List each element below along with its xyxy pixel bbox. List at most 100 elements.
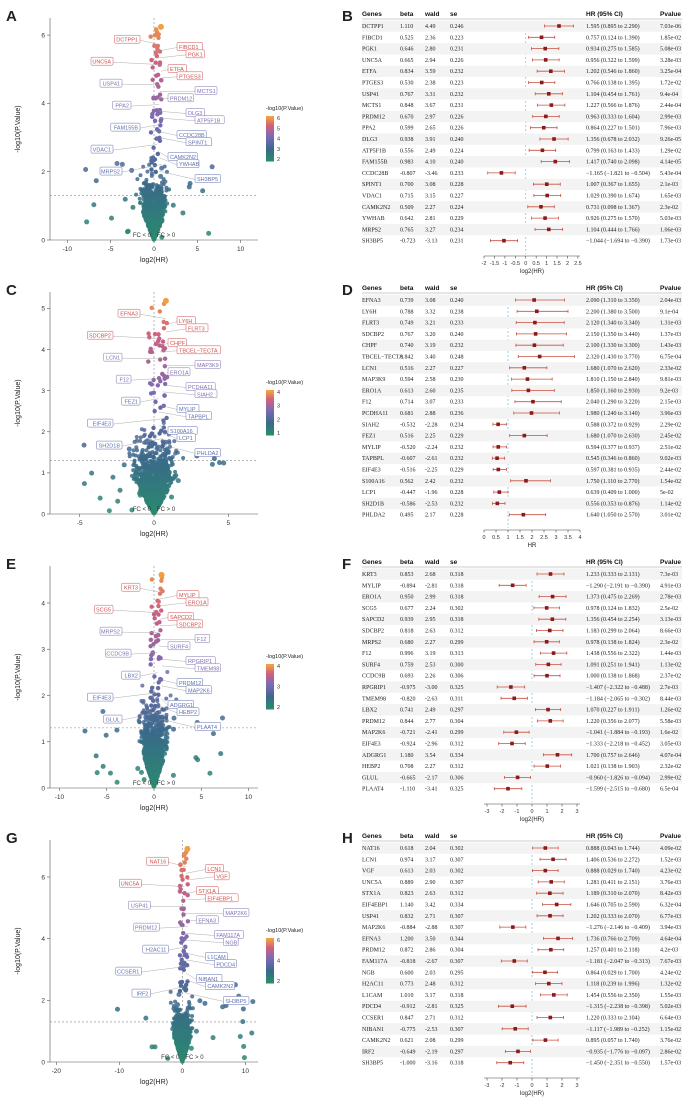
data-point	[147, 199, 152, 204]
data-point	[138, 200, 143, 205]
data-point	[150, 469, 155, 474]
significant-point	[158, 655, 163, 661]
x-tick-label: 0	[152, 794, 156, 801]
x-tick-label: -5	[108, 246, 114, 253]
data-point	[156, 221, 161, 226]
y-tick-label: 2	[41, 169, 45, 176]
gene-label: MAP2K6	[188, 688, 210, 694]
data-point	[160, 467, 165, 472]
x-tick-label: -10	[55, 794, 65, 801]
data-point	[138, 173, 143, 178]
x-tick-label: 0	[181, 1068, 185, 1075]
outlier-point	[206, 230, 212, 236]
label-connector	[112, 418, 165, 425]
label-connector	[164, 321, 178, 326]
significant-point	[150, 650, 155, 655]
top-point	[158, 571, 165, 578]
gene-label: GLUL	[106, 718, 120, 724]
gene-label-box	[90, 56, 114, 66]
legend-gradient-step	[266, 693, 274, 696]
data-point	[164, 744, 169, 749]
gene-label: CHPF	[170, 341, 186, 347]
data-point	[165, 670, 170, 675]
outlier-point	[149, 194, 155, 200]
outlier-point	[93, 178, 99, 184]
legend-tick-label: 3	[277, 685, 280, 691]
significant-point	[149, 158, 154, 164]
legend-gradient-step	[266, 666, 274, 669]
significant-point	[150, 65, 155, 70]
data-point	[153, 743, 158, 748]
data-point	[171, 1024, 176, 1029]
gene-label: LY6H	[179, 319, 192, 325]
data-point	[164, 188, 169, 193]
data-point	[141, 181, 146, 186]
data-point	[144, 461, 149, 466]
label-connector	[139, 124, 160, 129]
outlier-point	[109, 215, 115, 221]
gene-label-box	[194, 360, 221, 369]
y-tick-label: 5	[41, 306, 45, 313]
gene-label: EFNA3	[120, 312, 138, 318]
legend-gradient-step	[266, 408, 274, 411]
data-point	[149, 182, 154, 187]
data-point	[145, 481, 150, 486]
y-tick-label: 4	[41, 936, 45, 943]
legend-gradient-step	[266, 403, 274, 407]
data-point	[144, 177, 149, 182]
label-connector	[160, 343, 169, 346]
legend-gradient-step	[266, 405, 274, 409]
data-point	[185, 1016, 190, 1021]
significant-point	[148, 643, 153, 649]
legend-tick-label: 1	[277, 431, 280, 437]
legend-gradient-step	[266, 390, 274, 393]
data-point	[173, 469, 178, 474]
legend-gradient-step	[266, 410, 274, 413]
gene-label: SDCBP2	[89, 334, 111, 340]
data-point	[157, 737, 162, 742]
significant-point	[155, 716, 160, 721]
legend-gradient-step	[266, 131, 274, 135]
volcano-plot-a: -10 -5 0 5 100246log2(HR)-log10(P.Value)DCTP…	[15, 18, 303, 264]
data-point	[131, 463, 136, 468]
significant-point	[149, 630, 154, 636]
significant-point	[149, 431, 155, 436]
data-point	[155, 765, 160, 770]
outlier-point	[126, 446, 132, 452]
data-point	[158, 459, 163, 464]
gene-label-box	[194, 389, 218, 399]
data-point	[151, 750, 156, 755]
fc-left-label: FC < 0	[133, 233, 152, 239]
outlier-point	[158, 173, 164, 179]
significant-point	[159, 608, 164, 613]
label-connector	[158, 645, 169, 648]
significant-point	[159, 116, 164, 122]
significant-point	[148, 656, 154, 662]
data-point	[147, 208, 152, 213]
label-connector	[159, 624, 178, 627]
outlier-point	[171, 715, 177, 721]
significant-point	[158, 676, 163, 682]
gene-label-box	[94, 604, 114, 614]
significant-point	[160, 444, 165, 449]
outlier-point	[218, 751, 224, 757]
data-point	[155, 697, 160, 702]
gene-label: CAMK2N2	[170, 155, 196, 161]
legend-gradient-step	[266, 697, 274, 701]
gene-label: PGK1	[188, 52, 203, 58]
y-tick-label: 0	[41, 1059, 45, 1066]
data-point	[187, 999, 192, 1004]
significant-point	[155, 598, 160, 603]
gene-label: YWHAB	[179, 162, 200, 168]
data-point	[139, 698, 144, 703]
data-point	[160, 209, 165, 214]
label-connector	[159, 350, 178, 353]
y-tick-label: 2	[41, 693, 45, 700]
data-point	[158, 462, 163, 467]
data-point	[152, 235, 157, 240]
data-point	[143, 723, 148, 728]
gene-label-box	[176, 619, 203, 629]
legend-gradient-step	[266, 152, 274, 155]
outlier-point	[114, 727, 120, 733]
gene-label-box	[185, 597, 209, 607]
